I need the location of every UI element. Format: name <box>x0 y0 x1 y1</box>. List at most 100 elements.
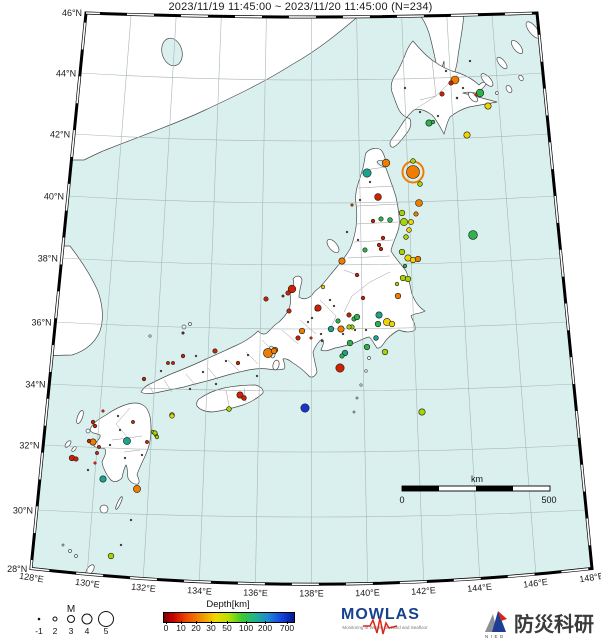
magnitude-size-sample <box>37 617 41 621</box>
event-marker <box>152 430 158 436</box>
lon-label: 140°E <box>355 587 380 598</box>
event-marker <box>224 359 228 363</box>
lon-label: 138°E <box>299 589 324 599</box>
magnitude-size-label: 4 <box>85 626 90 636</box>
lat-label: 30°N <box>13 506 33 516</box>
event-marker <box>212 348 218 354</box>
scale-unit: km <box>471 474 483 484</box>
event-marker <box>90 419 96 425</box>
depth-tick-label: 50 <box>222 623 232 633</box>
island <box>359 383 363 387</box>
event-marker <box>381 158 391 168</box>
lat-label: 34°N <box>25 380 45 390</box>
event-marker <box>306 320 310 324</box>
event-marker <box>388 320 396 328</box>
lon-label: 148°E <box>579 571 601 585</box>
event-marker <box>484 102 492 110</box>
island <box>148 334 152 338</box>
event-marker <box>171 361 175 365</box>
japan-seismicity-map: km 0 500 46°N 44°N 42°N 40°N 38°N 36°N 34°N 32°N 3… <box>7 8 601 599</box>
event-marker <box>99 475 107 483</box>
event-marker <box>374 320 382 328</box>
magnitude-size-sample <box>67 615 75 623</box>
event-marker <box>373 335 379 341</box>
event-marker <box>118 428 122 432</box>
event-marker <box>402 263 408 269</box>
scale-left: 0 <box>399 495 404 505</box>
event-marker <box>398 209 406 217</box>
island <box>115 496 123 510</box>
event-marker <box>140 453 144 457</box>
event-marker <box>378 216 384 222</box>
event-marker <box>145 440 149 444</box>
event-marker <box>295 335 301 341</box>
event-marker <box>414 255 422 263</box>
map-frame <box>29 11 594 586</box>
magnitude-legend: M -1 2 3 4 5 <box>35 604 114 636</box>
island <box>68 549 72 553</box>
magnitude-size-sample <box>98 611 114 627</box>
lat-label: 32°N <box>19 441 39 451</box>
event-marker <box>300 403 310 413</box>
depth-legend-title: Depth[km] <box>206 599 250 610</box>
event-marker <box>439 91 445 97</box>
island <box>76 410 84 424</box>
event-markers <box>68 59 492 560</box>
event-marker <box>86 438 92 444</box>
event-marker <box>362 247 368 253</box>
event-marker <box>381 348 389 356</box>
depth-tick-label: 0 <box>163 623 169 633</box>
event-marker <box>241 395 247 401</box>
island <box>326 239 340 253</box>
event-marker <box>255 374 259 378</box>
island <box>480 73 494 87</box>
event-marker <box>188 387 192 391</box>
coastlines <box>37 13 541 576</box>
lake-khanka <box>161 37 183 67</box>
event-marker <box>400 218 408 226</box>
event-marker <box>133 485 141 493</box>
event-marker <box>374 193 382 201</box>
depth-tickmark <box>166 621 167 624</box>
event-marker <box>358 198 362 202</box>
event-marker <box>287 284 297 294</box>
event-marker <box>93 461 97 465</box>
island <box>64 440 72 448</box>
event-marker <box>286 308 292 314</box>
event-marker <box>354 272 360 278</box>
event-marker <box>380 235 386 241</box>
depth-tickmark <box>196 621 197 624</box>
longitude-labels: 128°E 130°E 132°E 134°E 136°E 138°E 140°E 142°E… <box>19 571 601 599</box>
island <box>355 396 359 400</box>
event-marker <box>413 211 419 217</box>
event-marker <box>214 382 218 386</box>
event-marker <box>468 59 472 63</box>
nied-mark-icon <box>485 611 507 632</box>
lon-label: 128°E <box>19 571 45 585</box>
event-marker <box>123 437 131 445</box>
event-marker <box>345 230 349 234</box>
lon-label: 134°E <box>187 585 212 597</box>
event-marker <box>406 227 412 233</box>
event-marker <box>314 304 322 312</box>
depth-tickmark <box>181 621 182 624</box>
event-marker <box>319 332 323 336</box>
event-marker <box>92 423 98 429</box>
event-marker <box>360 295 366 301</box>
event-marker <box>97 445 101 449</box>
event-marker <box>131 420 135 424</box>
lon-label: 144°E <box>467 582 492 594</box>
depth-tickmark <box>227 621 228 624</box>
event-marker <box>226 406 232 412</box>
depth-tick-label: 20 <box>191 623 201 633</box>
event-marker <box>475 88 485 98</box>
event-marker <box>235 360 241 366</box>
event-marker <box>463 131 471 139</box>
lon-label: 142°E <box>411 585 436 597</box>
shikoku-coast <box>196 384 264 413</box>
event-marker <box>415 199 423 207</box>
depth-tick-label: 100 <box>238 623 254 633</box>
event-marker <box>281 294 285 298</box>
event-marker <box>353 313 361 321</box>
magnitude-size-label: 5 <box>104 626 109 636</box>
